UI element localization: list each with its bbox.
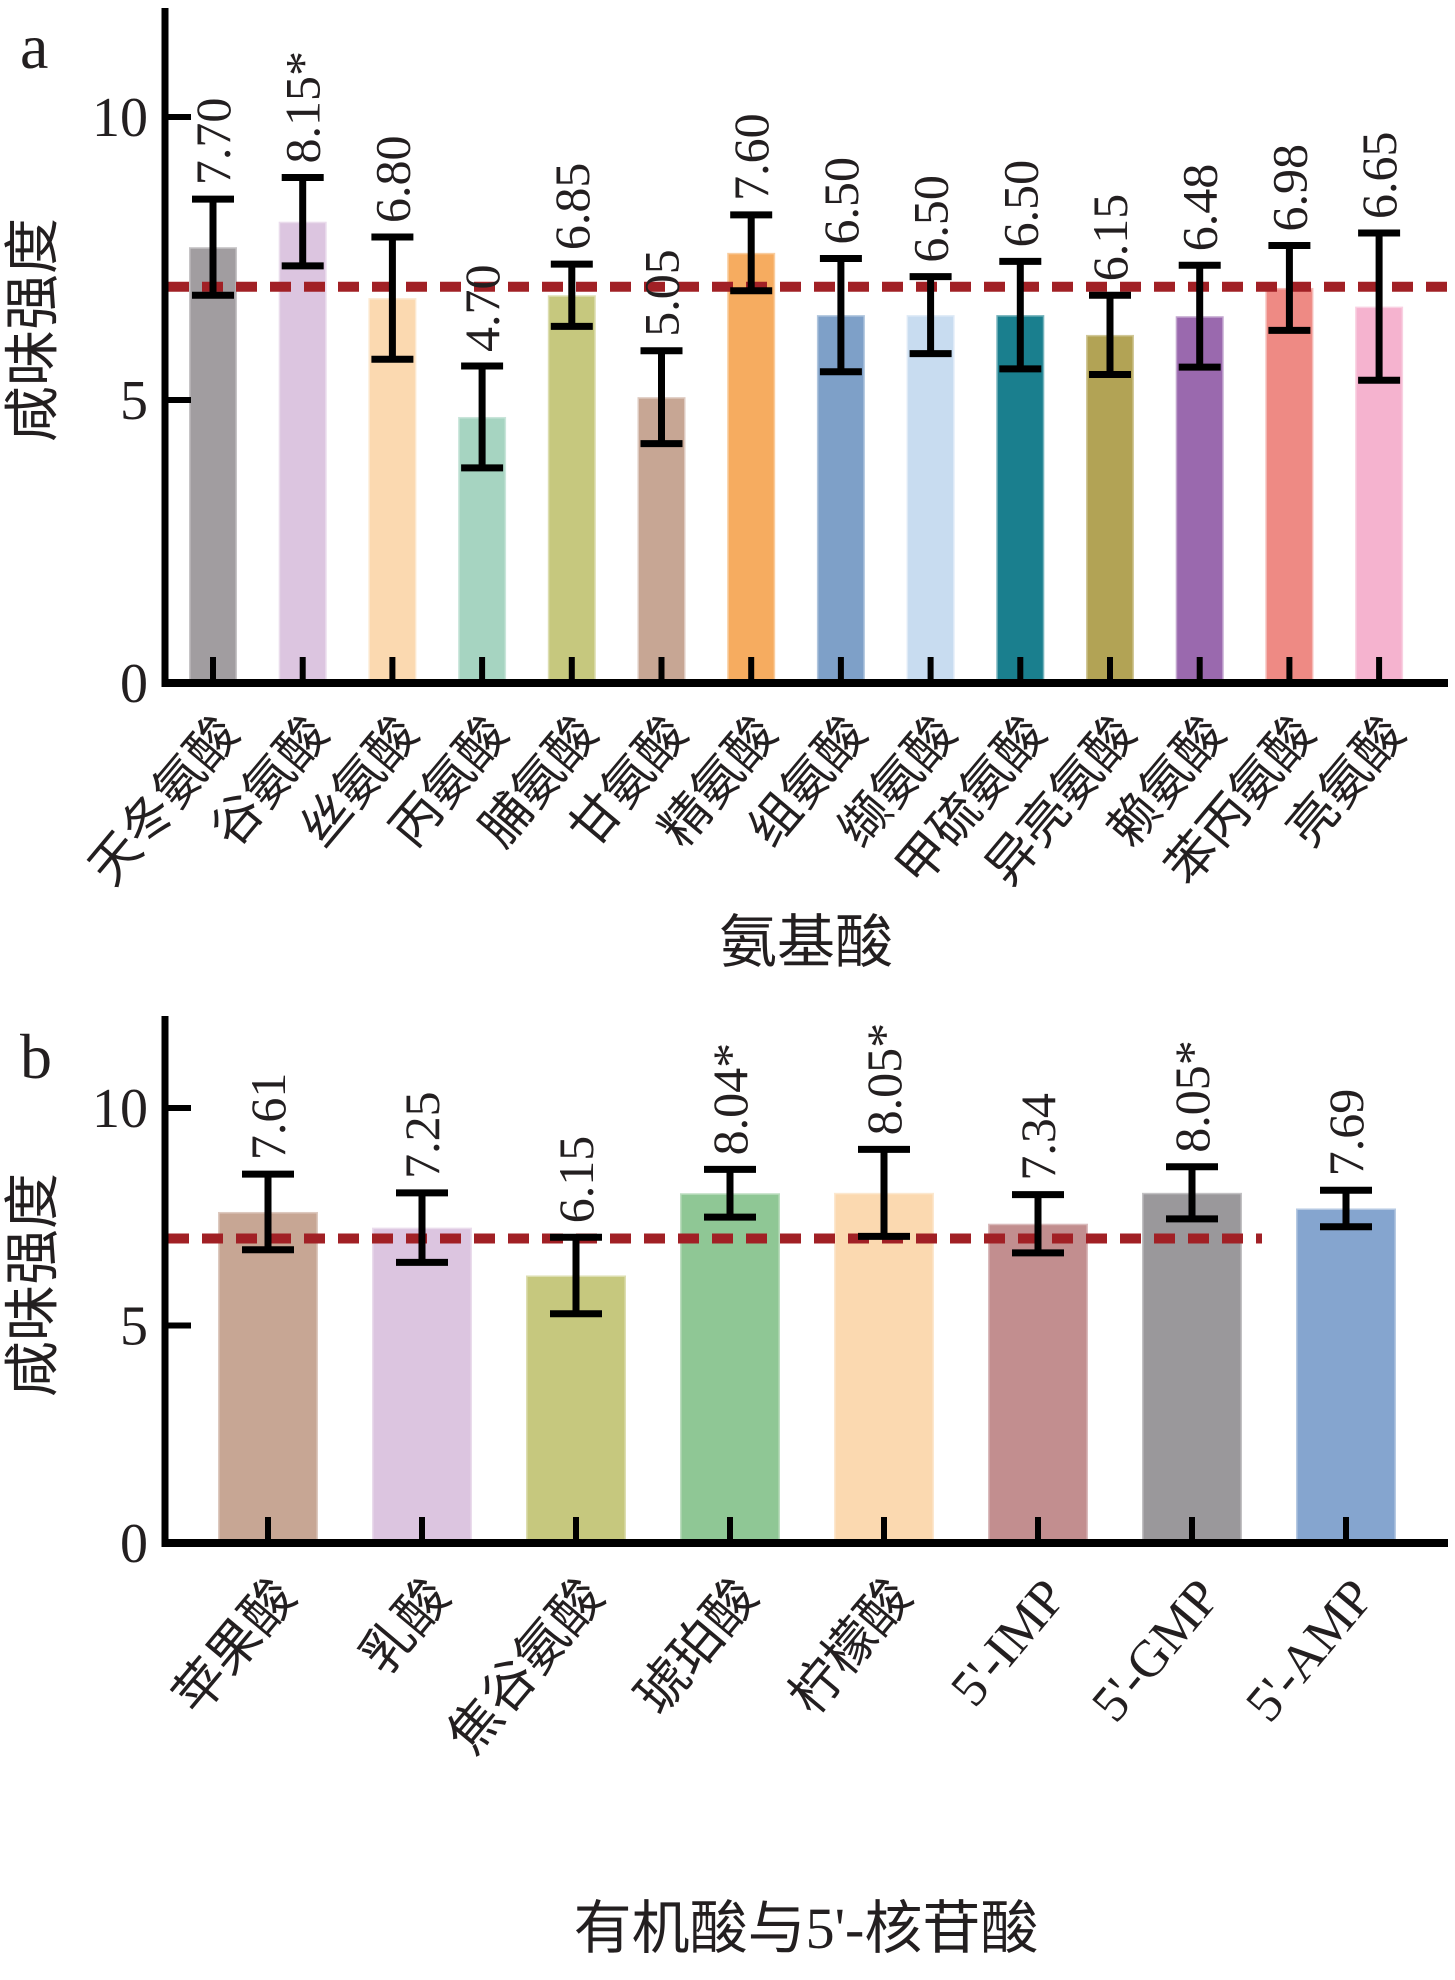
bar: [832, 1191, 936, 1545]
bar: [1263, 286, 1315, 685]
panel-b: b 咸味强度 有机酸与5'-核苷酸 10 5 0 7.61 苹果酸 7.25 乳酸 6.15 焦…: [3, 1016, 1448, 1961]
bar: [277, 220, 329, 685]
bar-value-label: 4.70: [454, 265, 510, 353]
panel-b-x-axis-title: 有机酸与5'-核苷酸: [574, 1896, 1039, 1961]
bar-value-label: 6.50: [903, 175, 959, 263]
bar-value-label: 8.05*: [856, 1023, 912, 1136]
category-label: 5'-GMP: [1081, 1569, 1231, 1732]
bar-value-label: 6.15: [1082, 194, 1138, 282]
panel-a: a 咸味强度 氨基酸 10507.70天冬氨酸8.15*谷氨酸6.80丝氨酸4.…: [3, 8, 1455, 975]
y-tick-label: 10: [92, 1078, 148, 1140]
bar: [216, 1210, 320, 1545]
panel-a-y-axis-title: 咸味强度: [3, 218, 65, 442]
bar: [994, 313, 1046, 685]
panel-b-label: b: [20, 1021, 52, 1092]
category-label: 乳酸: [351, 1569, 462, 1685]
panel-a-label: a: [20, 11, 48, 82]
category-label: 琥珀酸: [625, 1569, 769, 1725]
bar: [905, 313, 957, 685]
bar: [1084, 333, 1136, 685]
bar: [1174, 314, 1226, 685]
panel-a-plot-area: 10507.70天冬氨酸8.15*谷氨酸6.80丝氨酸4.70丙氨酸6.85脯氨…: [78, 8, 1455, 895]
bar-value-label: 6.48: [1172, 164, 1228, 252]
category-label: 苹果酸: [163, 1569, 307, 1725]
bar-value-label: 6.80: [364, 135, 420, 223]
bar: [524, 1273, 628, 1545]
bar-value-label: 6.65: [1351, 132, 1407, 220]
bar: [546, 293, 598, 685]
bar-value-label: 7.70: [185, 98, 241, 186]
bar-value-label: 8.04*: [702, 1043, 758, 1156]
category-label: 5'-IMP: [940, 1569, 1077, 1717]
bar-value-label: 6.50: [992, 160, 1048, 248]
y-tick-label: 0: [120, 653, 148, 715]
panel-b-y-axis-title: 咸味强度: [3, 1173, 65, 1397]
y-tick-label: 5: [120, 1296, 148, 1358]
bar-value-label: 6.50: [813, 157, 869, 245]
y-tick-label: 0: [120, 1513, 148, 1575]
bar: [725, 251, 777, 685]
bar-value-label: 6.98: [1261, 144, 1317, 232]
bar-value-label: 7.60: [723, 113, 779, 201]
bar-value-label: 5.05: [634, 249, 690, 337]
bar-value-label: 7.25: [394, 1091, 450, 1179]
panel-a-x-axis-title: 氨基酸: [719, 910, 893, 975]
bar-value-label: 8.15*: [275, 51, 331, 164]
bar: [1294, 1206, 1398, 1545]
bar-value-label: 6.85: [544, 163, 600, 251]
bar: [986, 1222, 1090, 1545]
bar: [187, 245, 239, 685]
bar: [370, 1226, 474, 1545]
category-label: 5'-AMP: [1235, 1569, 1385, 1732]
y-tick-label: 10: [92, 87, 148, 149]
bar-value-label: 7.34: [1010, 1093, 1066, 1181]
bar: [1140, 1191, 1244, 1545]
bar-value-label: 7.61: [240, 1073, 296, 1161]
bar-value-label: 7.69: [1318, 1089, 1374, 1177]
bar-value-label: 6.15: [548, 1136, 604, 1224]
bar-value-label: 8.05*: [1164, 1040, 1220, 1153]
category-label: 柠檬酸: [779, 1569, 923, 1725]
bar: [678, 1191, 782, 1545]
category-label: 焦谷氨酸: [438, 1569, 615, 1765]
y-tick-label: 5: [120, 370, 148, 432]
panel-b-plot-area: 10 5 0 7.61 苹果酸 7.25 乳酸 6.15 焦谷氨酸 8.04* 琥珀酸 8.05* 柠檬…: [92, 1016, 1448, 1765]
